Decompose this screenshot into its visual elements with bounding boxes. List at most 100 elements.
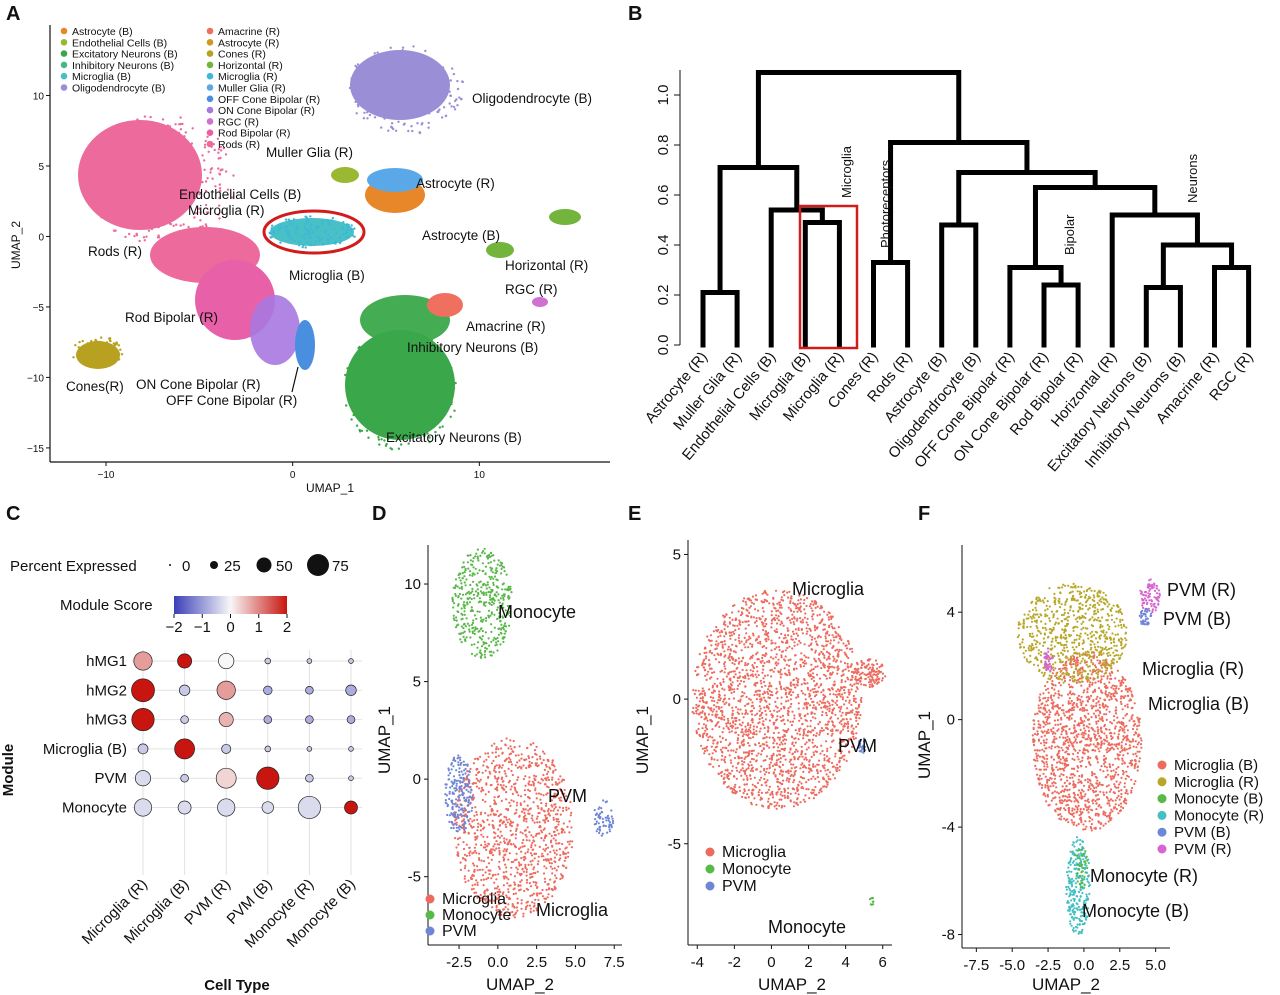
panel-a-ytick: −5 [33,303,45,314]
legend-swatch [705,847,715,857]
dot-cell [221,743,232,754]
dendrogram-branch [755,70,962,170]
legend-swatch [60,50,68,57]
legend-item: PVM [442,923,477,940]
panel-f-label-microglia-r: Microglia (R) [1142,659,1244,679]
panel-f-xtick: -2.5 [1035,957,1061,974]
panel-e-xtick: 4 [841,954,849,971]
dot-cell [218,712,234,728]
panel-a-cluster-label: Inhibitory Neurons (B) [407,340,538,355]
panel-b-group-photoreceptors: Photoreceptors [878,159,893,248]
panel-c-dots [131,651,358,820]
panel-f-axis-ticks: -7.5 -5.0 -2.5 0.0 2.5 5.0 4 0 -4 -8 [942,604,1166,974]
panel-c-color-legend-title: Module Score [60,597,153,614]
legend-swatch [425,910,435,920]
panel-f-label-monocyte-b: Monocyte (B) [1082,901,1189,921]
panel-a-cluster-label: Astrocyte (R) [416,176,495,191]
panel-a-cluster-label: Amacrine (R) [466,319,546,334]
cluster-horizontal-2 [549,209,581,225]
dot-cell [263,715,273,724]
module-score-colorbar [174,596,287,614]
legend-item: Oligodendrocyte (B) [72,83,165,95]
cluster-oligodendrocyte-points [348,45,464,135]
panel-f-label-pvm-r: PVM (R) [1167,580,1236,600]
panel-e-monocyte-points [868,896,875,906]
dot-cell [264,657,272,665]
cluster-endothelial [331,167,359,183]
legend-item: ON Cone Bipolar (R) [218,105,315,117]
panel-e-pvm-points [857,737,867,754]
legend-swatch [60,84,68,91]
panel-f-xlabel: UMAP_2 [1032,975,1100,994]
panel-b-ytick: 0.6 [655,185,672,206]
panel-a-cluster-label: Rods (R) [88,244,142,259]
panel-c-row-label: Monocyte [62,800,127,817]
panel-f-pvm-r-points [1139,578,1161,614]
dendrogram-branch [768,207,825,348]
colorbar-tick: 2 [283,619,291,636]
panel-a-cluster-label: OFF Cone Bipolar (R) [166,393,297,408]
panel-d-label-monocyte: Monocyte [498,602,576,622]
panel-f-monocyte-b-points [1074,847,1089,889]
panel-b-group-neurons: Neurons [1185,153,1200,203]
legend-item: PVM (R) [1174,841,1232,858]
panel-c-column-labels: Microglia (R)Microglia (B)PVM (R)PVM (B)… [79,876,359,952]
dendrogram-branch [802,220,842,348]
legend-swatch [705,864,715,874]
panel-d-ytick: 5 [413,674,421,691]
panel-a-cluster-label: Microglia (R) [188,203,265,218]
panel-d-pvm-points [444,754,474,833]
colorbar-tick: 1 [255,619,263,636]
panel-d-pvm-island [593,799,615,837]
panel-f-label-monocyte-r: Monocyte (R) [1090,866,1198,886]
legend-swatch [206,140,214,148]
size-legend-value-0: 0 [182,558,190,575]
panel-d-xtick: 5.0 [565,954,586,971]
cluster-rgc [532,297,548,307]
legend-swatch [206,72,214,80]
legend-item: Inhibitory Neurons (B) [72,60,174,72]
panel-f-xtick: -7.5 [963,957,989,974]
panel-e-microglia-points [691,589,863,810]
dot-cell [137,743,149,755]
panel-e-xtick: -4 [691,954,704,971]
panel-c-grid [132,650,362,875]
panel-f-ytick: 4 [947,604,955,621]
panel-e-microglia-tail [851,658,887,689]
legend-item: Horizontal (R) [218,60,283,72]
legend-swatch [206,50,214,57]
panel-c-row-label: Microglia (B) [43,741,127,758]
panel-a-cluster-label: Astrocyte (B) [422,228,500,243]
panel-a-xtick: 10 [474,470,486,481]
panel-a-cluster-label: Endothelial Cells (B) [179,187,301,202]
panel-f-umap: -7.5 -5.0 -2.5 0.0 2.5 5.0 4 0 -4 -8 UMAP_2 UMAP_… [915,545,1264,994]
panel-a-cluster-label: Rod Bipolar (R) [125,310,218,325]
colorbar-tick: −1 [194,619,211,636]
panel-c-row-label: hMG1 [86,653,127,670]
legend-swatch [206,118,214,125]
panel-c-colorbar-ticks: −2 −1 0 1 2 [165,614,291,636]
cluster-off-cone-bipolar [295,320,315,370]
legend-item: Microglia [722,844,786,861]
panel-a-ytick: −10 [27,373,44,384]
cluster-excitatory-neurons [345,330,455,440]
dot-cell [306,658,313,664]
panel-c-row-label: hMG2 [86,682,127,699]
dot-cell [256,766,280,790]
panel-b-ytick: 0.0 [655,335,672,356]
legend-swatch [60,27,68,35]
panel-b-label: B [628,3,642,25]
panel-d-ylabel: UMAP_1 [375,706,394,774]
legend-item: Microglia [442,891,506,908]
dendrogram-branch [1007,265,1064,348]
legend-item: Astrocyte (B) [72,26,133,38]
panel-a-cluster-label: Excitatory Neurons (B) [386,430,522,445]
legend-swatch [206,27,214,35]
dendrogram-branch [871,260,911,348]
size-legend-value-50: 50 [276,558,293,575]
panel-f-ytick: -4 [942,819,955,836]
dot-cell [306,746,313,752]
cluster-cones [76,341,120,369]
panel-d-xlabel: UMAP_2 [486,975,554,994]
